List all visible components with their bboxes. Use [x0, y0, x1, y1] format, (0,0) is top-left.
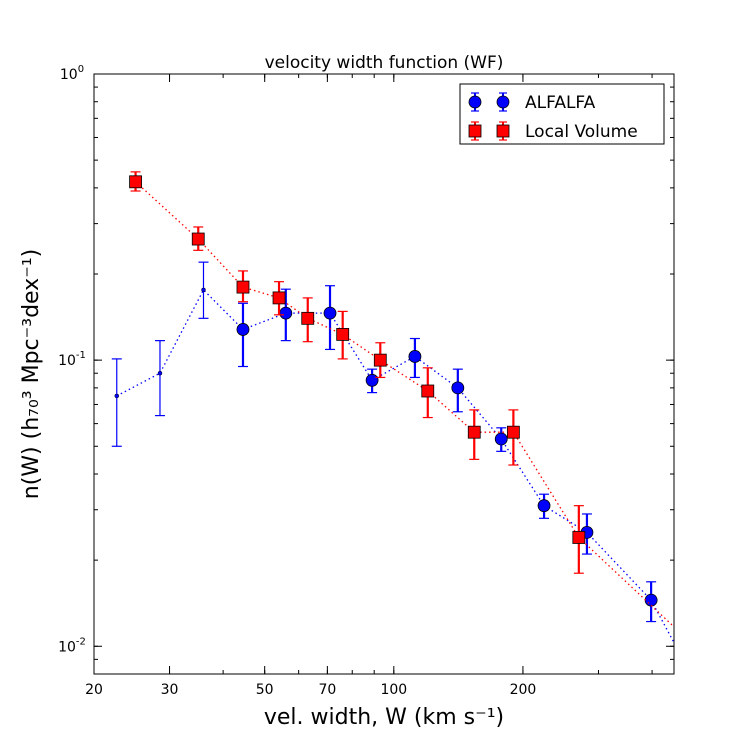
data-point: [537, 499, 551, 513]
legend-box: [459, 83, 665, 145]
series-local-volume: [129, 171, 675, 628]
data-point: [279, 306, 293, 320]
data-point: [644, 593, 658, 607]
x-tick-label: 70: [318, 682, 336, 698]
x-tick-label: 20: [85, 682, 103, 698]
series-line: [135, 181, 675, 628]
data-point: [572, 531, 586, 544]
legend-marker: [468, 95, 482, 109]
data-point: [451, 381, 465, 395]
x-tick-label: 100: [380, 682, 407, 698]
data-point: [272, 291, 286, 305]
data-point: [323, 306, 337, 320]
x-tick-label: 50: [256, 682, 274, 698]
y-axis-label: n(W) (h₇₀³ Mpc⁻³dex⁻¹): [19, 249, 44, 499]
legend: ALFALFA Local Volume: [459, 83, 665, 145]
series-line: [116, 288, 675, 643]
data-point: [157, 370, 163, 376]
y-axis: 10-2 10-1 100: [58, 64, 674, 675]
data-point: [467, 425, 481, 439]
x-tick-label: 200: [510, 682, 537, 698]
series-alfalfa: [111, 261, 675, 643]
y-tick-label: 10-1: [58, 350, 86, 369]
series-layer: [111, 171, 675, 643]
legend-marker: [496, 95, 510, 109]
x-tick-label: 30: [161, 682, 179, 698]
data-point: [506, 425, 520, 439]
data-point: [236, 280, 250, 294]
y-tick-label: 10-2: [58, 636, 86, 655]
legend-entry: ALFALFA: [468, 92, 596, 113]
legend-entry: Local Volume: [468, 121, 638, 142]
legend-marker: [468, 124, 482, 138]
data-point: [421, 384, 435, 398]
legend-label: Local Volume: [525, 122, 638, 142]
data-point: [373, 353, 387, 367]
data-point: [336, 328, 350, 341]
legend-label: ALFALFA: [525, 93, 596, 113]
plot-area: [93, 73, 675, 675]
data-point: [365, 373, 379, 387]
data-point: [236, 323, 250, 336]
data-point: [114, 393, 120, 399]
data-point: [301, 311, 315, 325]
data-point: [191, 232, 205, 246]
plot-frame: [93, 73, 675, 675]
legend-marker: [496, 124, 510, 138]
data-point: [408, 350, 422, 363]
x-axis-label: vel. width, W (km s⁻¹): [264, 705, 504, 730]
y-tick-label: 100: [60, 64, 84, 83]
chart-title: velocity width function (WF): [265, 53, 504, 73]
x-axis: 20 30 50 70 100 200: [85, 74, 653, 698]
data-point: [494, 432, 508, 446]
data-point: [201, 287, 206, 293]
data-point: [129, 175, 142, 189]
